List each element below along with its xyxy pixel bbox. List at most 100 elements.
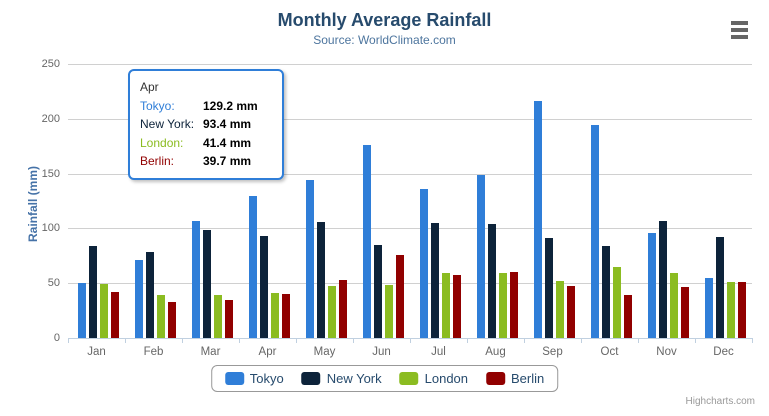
x-axis-label-jun: Jun bbox=[372, 346, 391, 358]
bar-tokyo-jan[interactable] bbox=[78, 283, 86, 338]
bar-new-york-mar[interactable] bbox=[203, 230, 211, 338]
bar-new-york-nov[interactable] bbox=[659, 221, 667, 338]
bar-london-nov[interactable] bbox=[670, 273, 678, 338]
tooltip-series-value: 41.4 mm bbox=[203, 135, 252, 150]
x-axis-label-apr: Apr bbox=[258, 346, 277, 358]
tooltip-series-label: London: bbox=[140, 135, 184, 150]
gridline bbox=[68, 283, 752, 285]
gridline bbox=[68, 173, 752, 175]
legend-item-london[interactable]: London bbox=[399, 371, 469, 386]
tooltip-row: New York: 93.4 mm bbox=[140, 115, 272, 134]
bar-new-york-feb[interactable] bbox=[146, 251, 154, 338]
x-axis-label-feb: Feb bbox=[143, 346, 164, 358]
x-axis-label-dec: Dec bbox=[713, 346, 734, 358]
bar-tokyo-jul[interactable] bbox=[420, 189, 428, 338]
bar-new-york-jan[interactable] bbox=[89, 246, 97, 338]
bar-london-sep[interactable] bbox=[556, 280, 564, 338]
bar-berlin-may[interactable] bbox=[339, 280, 347, 338]
legend-swatch-icon bbox=[224, 372, 244, 385]
gridline bbox=[68, 118, 752, 120]
bar-berlin-feb[interactable] bbox=[168, 301, 176, 338]
x-axis-tick bbox=[296, 339, 297, 343]
gridline bbox=[68, 228, 752, 230]
x-axis-label-may: May bbox=[313, 346, 336, 358]
hamburger-icon bbox=[731, 28, 748, 32]
bar-berlin-jun[interactable] bbox=[396, 255, 404, 338]
x-axis-tick bbox=[353, 339, 354, 343]
bar-london-mar[interactable] bbox=[214, 294, 222, 338]
legend-label: Berlin bbox=[511, 371, 545, 386]
legend-swatch-icon bbox=[399, 372, 419, 385]
bar-berlin-aug[interactable] bbox=[510, 271, 518, 338]
x-axis-tick bbox=[467, 339, 468, 343]
tooltip-series-label: Berlin: bbox=[140, 154, 175, 168]
x-axis-tick bbox=[410, 339, 411, 343]
bar-new-york-apr[interactable] bbox=[260, 235, 268, 338]
bar-tokyo-dec[interactable] bbox=[705, 278, 713, 338]
tooltip-row: Tokyo: 129.2 mm bbox=[140, 97, 272, 116]
x-axis-label-oct: Oct bbox=[600, 346, 619, 358]
bar-new-york-sep[interactable] bbox=[545, 238, 553, 338]
x-axis-tick bbox=[125, 339, 126, 343]
bar-berlin-nov[interactable] bbox=[681, 286, 689, 338]
x-axis-label-mar: Mar bbox=[200, 346, 221, 358]
bar-tokyo-feb[interactable] bbox=[135, 259, 143, 338]
highcharts-credit[interactable]: Highcharts.com bbox=[685, 396, 755, 407]
bar-new-york-may[interactable] bbox=[317, 221, 325, 338]
legend-item-tokyo[interactable]: Tokyo bbox=[224, 371, 284, 386]
bar-new-york-jun[interactable] bbox=[374, 245, 382, 338]
bar-tokyo-oct[interactable] bbox=[591, 125, 599, 338]
bar-tokyo-sep[interactable] bbox=[534, 100, 542, 338]
bar-berlin-apr[interactable] bbox=[282, 294, 290, 338]
bar-tokyo-jun[interactable] bbox=[363, 145, 371, 338]
gridline bbox=[68, 64, 752, 65]
bar-london-dec[interactable] bbox=[727, 281, 735, 338]
x-axis-tick bbox=[524, 339, 525, 343]
bar-tokyo-mar[interactable] bbox=[192, 221, 200, 338]
y-axis-label: 200 bbox=[41, 112, 60, 125]
x-axis-tick bbox=[239, 339, 240, 343]
bar-london-jul[interactable] bbox=[442, 273, 450, 338]
x-axis-label-aug: Aug bbox=[485, 346, 506, 358]
bar-berlin-sep[interactable] bbox=[567, 285, 575, 338]
bar-tokyo-may[interactable] bbox=[306, 180, 314, 338]
x-axis-tick bbox=[182, 339, 183, 343]
x-axis-label-jul: Jul bbox=[431, 346, 446, 358]
bar-berlin-mar[interactable] bbox=[225, 300, 233, 338]
legend-label: New York bbox=[326, 371, 382, 386]
legend-item-berlin[interactable]: Berlin bbox=[486, 371, 544, 386]
legend: Tokyo New York London Berlin bbox=[210, 365, 559, 392]
bar-london-apr[interactable] bbox=[271, 292, 279, 338]
bar-london-jan[interactable] bbox=[100, 284, 108, 338]
bar-new-york-jul[interactable] bbox=[431, 222, 439, 338]
legend-label: London bbox=[424, 371, 469, 386]
bar-london-aug[interactable] bbox=[499, 272, 507, 338]
bar-new-york-oct[interactable] bbox=[602, 246, 610, 338]
x-axis-tick bbox=[581, 339, 582, 343]
bar-london-feb[interactable] bbox=[157, 295, 165, 338]
bar-new-york-dec[interactable] bbox=[716, 236, 724, 338]
hamburger-icon bbox=[731, 35, 748, 39]
bar-new-york-aug[interactable] bbox=[488, 223, 496, 338]
y-axis-label: 50 bbox=[47, 277, 60, 290]
export-menu-button[interactable] bbox=[731, 21, 748, 42]
bar-tokyo-aug[interactable] bbox=[477, 175, 485, 338]
bar-tokyo-nov[interactable] bbox=[648, 233, 656, 338]
bar-berlin-jul[interactable] bbox=[453, 275, 461, 338]
bar-berlin-oct[interactable] bbox=[624, 295, 632, 338]
legend-item-new-york[interactable]: New York bbox=[301, 371, 382, 386]
tooltip-header: Apr bbox=[140, 80, 159, 94]
tooltip-rows: Tokyo: 129.2 mm New York: 93.4 mm London: 41.… bbox=[140, 97, 272, 171]
bar-berlin-dec[interactable] bbox=[738, 281, 746, 338]
bar-berlin-jan[interactable] bbox=[111, 291, 119, 338]
tooltip-series-value: 129.2 mm bbox=[203, 98, 258, 113]
bar-london-oct[interactable] bbox=[613, 266, 621, 338]
bar-london-jun[interactable] bbox=[385, 285, 393, 338]
y-axis-label: 250 bbox=[41, 58, 60, 70]
tooltip-row: London: 41.4 mm bbox=[140, 134, 272, 153]
bar-london-may[interactable] bbox=[328, 286, 336, 338]
bar-tokyo-apr[interactable] bbox=[249, 196, 257, 338]
legend-swatch-icon bbox=[301, 372, 321, 385]
x-axis-line bbox=[68, 338, 753, 339]
